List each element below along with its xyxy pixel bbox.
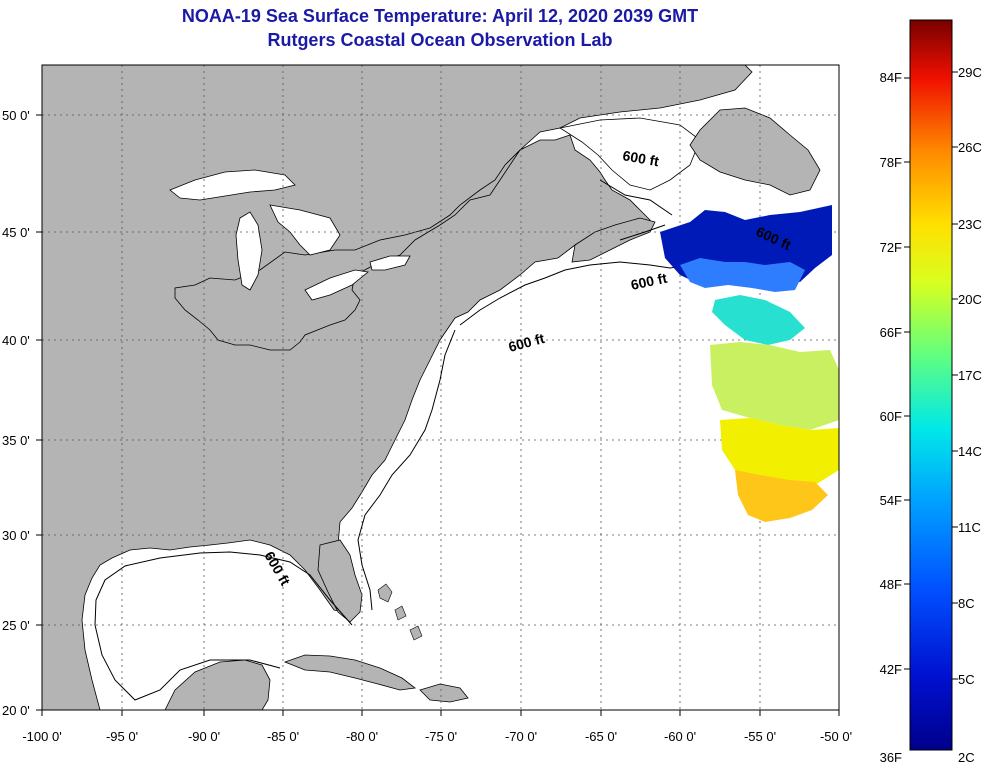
land-yucatan <box>164 659 271 710</box>
map-subtitle: Rutgers Coastal Ocean Observation Lab <box>267 30 613 50</box>
lon-tick-label: -85 0' <box>267 729 299 744</box>
lat-tick-label: 25 0' <box>2 618 30 633</box>
lat-tick-label: 35 0' <box>2 433 30 448</box>
lat-axis <box>36 114 42 711</box>
land-bahamas <box>377 583 423 641</box>
sst-patch-blue <box>680 258 805 292</box>
colorbar-c-label: 11C <box>958 520 981 535</box>
sst-data-layer <box>660 205 839 522</box>
lake-michigan <box>235 211 263 291</box>
lon-tick-label: -100 0' <box>22 729 61 744</box>
colorbar-c-label: 26C <box>958 140 982 155</box>
lat-tick-label: 20 0' <box>2 703 30 718</box>
colorbar-f-label: 66F <box>880 325 902 340</box>
lake-superior <box>169 169 296 201</box>
sst-patch-green <box>710 342 839 430</box>
lon-tick-label: -60 0' <box>664 729 696 744</box>
lon-axis <box>41 710 840 716</box>
lon-tick-label: -65 0' <box>585 729 617 744</box>
colorbar-c-label: 17C <box>958 368 982 383</box>
lon-tick-label: -50 0' <box>820 729 852 744</box>
gulf-st-lawrence <box>558 117 701 191</box>
sst-patch-orange <box>735 470 828 522</box>
colorbar-f-label: 84F <box>880 70 902 85</box>
sst-patch-cyan <box>712 295 805 345</box>
colorbar-f-label: 78F <box>880 155 902 170</box>
colorbar-f-label: 60F <box>880 409 902 424</box>
lon-tick-label: -55 0' <box>744 729 776 744</box>
colorbar-c-label: 20C <box>958 292 982 307</box>
colorbar-c-label: 5C <box>958 672 975 687</box>
lat-tick-label: 45 0' <box>2 225 30 240</box>
map-title: NOAA-19 Sea Surface Temperature: April 1… <box>181 6 699 26</box>
colorbar <box>909 19 953 751</box>
colorbar-c-label: 23C <box>958 217 982 232</box>
colorbar-c-label: 14C <box>958 444 982 459</box>
lat-tick-label: 30 0' <box>2 528 30 543</box>
lake-ontario <box>369 255 411 271</box>
colorbar-f-label: 72F <box>880 240 902 255</box>
lake-erie <box>304 269 369 301</box>
land-hispaniola <box>419 683 469 703</box>
lon-tick-label: -70 0' <box>505 729 537 744</box>
colorbar-f-label: 48F <box>880 577 902 592</box>
depth-contour-600ft <box>94 179 691 701</box>
colorbar-c-label: 29C <box>958 65 982 80</box>
land-florida <box>317 539 363 623</box>
contour-label: 600 ft <box>629 270 668 293</box>
land-newfoundland <box>689 107 821 196</box>
lon-tick-label: -80 0' <box>346 729 378 744</box>
colorbar-f-label: 36F <box>880 750 902 765</box>
contour-label: 600 ft <box>621 147 660 169</box>
lake-huron <box>269 204 341 256</box>
graticule <box>42 65 839 710</box>
lon-tick-label: -95 0' <box>106 729 138 744</box>
lat-tick-label: 40 0' <box>2 333 30 348</box>
land-cuba <box>283 654 417 691</box>
sst-patch-yellow <box>720 418 839 485</box>
colorbar-ticks <box>904 71 958 680</box>
lon-tick-label: -75 0' <box>425 729 457 744</box>
lat-tick-label: 50 0' <box>2 108 30 123</box>
colorbar-f-label: 42F <box>880 662 902 677</box>
colorbar-f-label: 54F <box>880 493 902 508</box>
lon-tick-label: -90 0' <box>188 729 220 744</box>
colorbar-c-label: 8C <box>958 596 975 611</box>
colorbar-c-label: 2C <box>958 750 975 765</box>
